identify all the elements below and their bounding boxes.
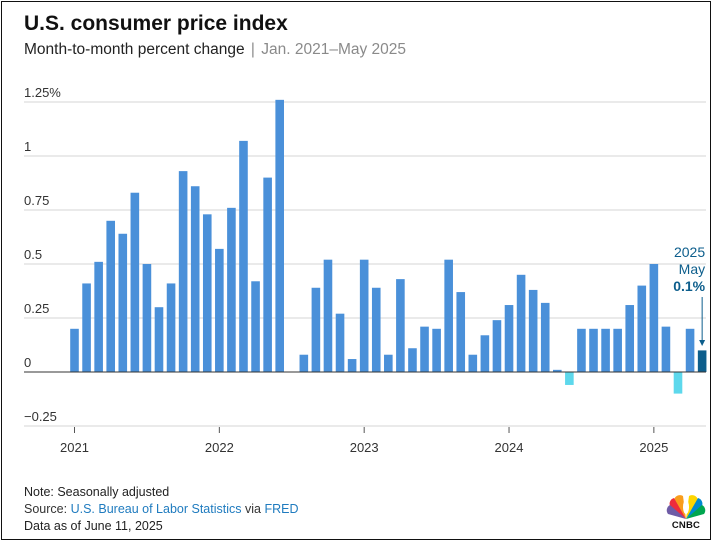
chart-footer: Note: Seasonally adjusted Source: U.S. B… (24, 484, 298, 535)
peacock-icon (666, 495, 706, 519)
bar: Apr 2024: 0.32 (540, 302, 550, 372)
source-link-bls[interactable]: U.S. Bureau of Labor Statistics (70, 502, 242, 516)
subtitle-range: Jan. 2021–May 2025 (261, 41, 407, 58)
cnbc-logo: CNBC (664, 492, 708, 532)
bar: Oct 2022: 0.52 (323, 259, 333, 372)
bar: Jul 2024: 0.2 (577, 328, 586, 372)
source-via: via (244, 502, 261, 516)
bar: Mar 2025: -0.1 (673, 372, 683, 394)
bar: Jun 2021: 0.83 (130, 192, 140, 372)
bar: Aug 2023: 0.52 (444, 259, 453, 372)
footer-data-date: Data as of June 11, 2025 (24, 519, 163, 533)
y-tick-label: 1.25% (24, 85, 61, 100)
subtitle-separator: | (250, 41, 255, 58)
source-prefix: Source: (24, 502, 68, 516)
x-axis-ticks: 2021 2022 2023 2024 2025 (60, 427, 668, 455)
y-tick-label: 0.25 (24, 301, 49, 316)
bar: May 2023: 0.11 (408, 348, 417, 372)
bar: Mar 2022: 1.07 (239, 140, 248, 372)
bar: Apr 2021: 0.7 (106, 220, 116, 372)
bar: Dec 2021: 0.73 (202, 214, 212, 372)
bar: Jan 2023: 0.52 (359, 259, 369, 372)
bar: Jul 2023: 0.2 (432, 328, 441, 372)
bar: May 2022: 0.9 (263, 177, 272, 372)
y-axis-ticks: −0.25 0 0.25 0.5 0.75 1 1.25% (24, 85, 61, 424)
bar: Feb 2021: 0.41 (82, 283, 91, 372)
bar: Apr 2023: 0.43 (396, 279, 405, 372)
footer-note: Note: Seasonally adjusted (24, 485, 170, 499)
bar: Feb 2024: 0.45 (516, 274, 526, 372)
bar: Nov 2021: 0.86 (190, 186, 200, 372)
bar: Sep 2024: 0.2 (601, 328, 610, 372)
bar: Apr 2025: 0.2 (685, 328, 695, 372)
annotation-year: 2025 (674, 244, 705, 260)
bar: Sep 2022: 0.39 (311, 287, 321, 372)
bars: Jan 2021: 0.2Feb 2021: 0.41Mar 2021: 0.5… (70, 99, 707, 394)
y-tick-label: 0 (24, 355, 31, 370)
bar: Mar 2024: 0.38 (528, 289, 538, 372)
chart-title: U.S. consumer price index (24, 12, 288, 35)
x-tick-label: 2023 (350, 440, 379, 455)
bar: Oct 2021: 0.93 (178, 171, 188, 372)
bar: Sep 2021: 0.41 (166, 283, 176, 372)
y-tick-label: 0.5 (24, 247, 42, 262)
annotation-value: 0.1% (673, 278, 705, 294)
logo-text: CNBC (671, 520, 701, 531)
bar: Aug 2024: 0.2 (589, 328, 598, 372)
footer-source: Source: U.S. Bureau of Labor Statistics … (24, 501, 298, 518)
bar: May 2024: 0.01 (553, 369, 562, 372)
bar: Jan 2022: 0.57 (215, 248, 224, 372)
y-tick-label: −0.25 (24, 409, 57, 424)
x-tick-label: 2021 (60, 440, 89, 455)
bar: Aug 2022: 0.08 (299, 354, 309, 372)
bar: Jan 2021: 0.2 (70, 328, 79, 372)
annotation-arrowhead (699, 340, 706, 346)
bar: Dec 2022: 0.06 (347, 359, 357, 372)
annotation-month: May (679, 261, 705, 277)
x-tick-label: 2025 (639, 440, 668, 455)
bar: Mar 2023: 0.08 (384, 354, 393, 372)
bar: Jun 2024: -0.06 (565, 372, 574, 385)
bar: Jan 2024: 0.31 (504, 305, 514, 372)
x-tick-label: 2024 (495, 440, 524, 455)
source-link-fred[interactable]: FRED (264, 502, 299, 516)
bar: Jun 2022: 1.26 (275, 99, 284, 372)
y-tick-label: 0.75 (24, 193, 49, 208)
bar: Aug 2021: 0.3 (154, 307, 164, 372)
bar: Jun 2023: 0.21 (420, 326, 429, 372)
bar: Feb 2022: 0.76 (227, 207, 236, 372)
subtitle-main: Month-to-month percent change (24, 41, 245, 58)
bar: Oct 2024: 0.2 (613, 328, 622, 372)
bar: Feb 2025: 0.21 (661, 326, 671, 372)
y-tick-label: 1 (24, 139, 31, 154)
bar: Sep 2023: 0.37 (456, 292, 466, 372)
bar-highlight: May 2025: 0.1 (697, 350, 707, 372)
chart-subtitle: Month-to-month percent change | Jan. 202… (24, 41, 406, 59)
bar: Jul 2021: 0.5 (142, 264, 152, 372)
bar: Oct 2023: 0.08 (468, 354, 478, 372)
bar: Nov 2024: 0.31 (625, 305, 635, 372)
bar: Nov 2022: 0.27 (335, 313, 345, 372)
bar: Dec 2024: 0.4 (637, 285, 647, 372)
bar: Apr 2022: 0.42 (251, 281, 260, 372)
bar: May 2021: 0.64 (118, 233, 128, 372)
bar: Dec 2023: 0.24 (492, 320, 502, 372)
bar: Jan 2025: 0.5 (649, 264, 659, 372)
bar: Feb 2023: 0.39 (371, 287, 381, 372)
bar: Mar 2021: 0.51 (94, 261, 103, 372)
bar: Nov 2023: 0.17 (480, 335, 490, 372)
x-tick-label: 2022 (205, 440, 234, 455)
